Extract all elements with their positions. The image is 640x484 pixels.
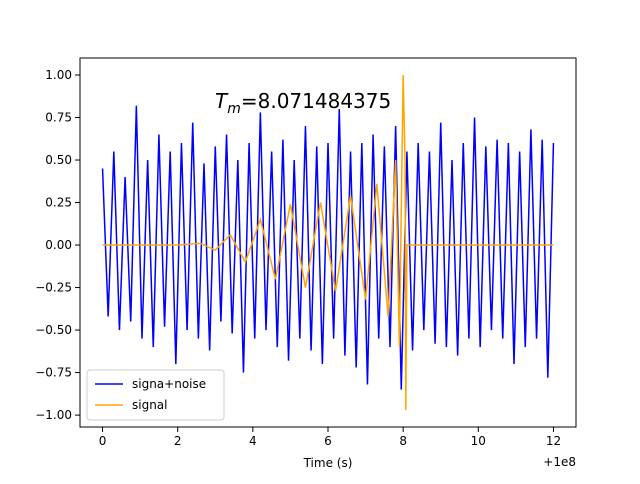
annotation-part: T <box>215 89 229 113</box>
y-tick-label: 0.50 <box>45 153 72 167</box>
y-tick-label: 0.00 <box>45 238 72 252</box>
annotation-part: =8.071484375 <box>241 89 391 113</box>
annotation: Tm=8.071484375 <box>215 89 391 117</box>
x-tick-label: 4 <box>249 434 257 448</box>
series-line <box>101 105 555 390</box>
legend-label: signal <box>132 398 168 412</box>
y-tick-label: −0.75 <box>35 366 72 380</box>
x-tick-label: 12 <box>546 434 561 448</box>
annotation-part: m <box>227 101 241 117</box>
offset-text: +1e8 <box>543 455 576 469</box>
y-tick-label: 0.75 <box>45 111 72 125</box>
x-tick-label: 8 <box>399 434 407 448</box>
x-tick-label: 0 <box>99 434 107 448</box>
y-tick-label: 0.25 <box>45 196 72 210</box>
y-tick-label: −1.00 <box>35 408 72 422</box>
series-line <box>102 74 554 411</box>
y-tick-label: 1.00 <box>45 68 72 82</box>
x-tick-label: 10 <box>471 434 486 448</box>
y-tick-label: −0.25 <box>35 281 72 295</box>
y-tick-label: −0.50 <box>35 323 72 337</box>
legend-label: signa+noise <box>132 377 206 391</box>
legend-box <box>86 369 225 421</box>
x-tick-label: 2 <box>174 434 182 448</box>
x-axis-label: Time (s) <box>303 456 353 470</box>
x-tick-label: 6 <box>324 434 332 448</box>
